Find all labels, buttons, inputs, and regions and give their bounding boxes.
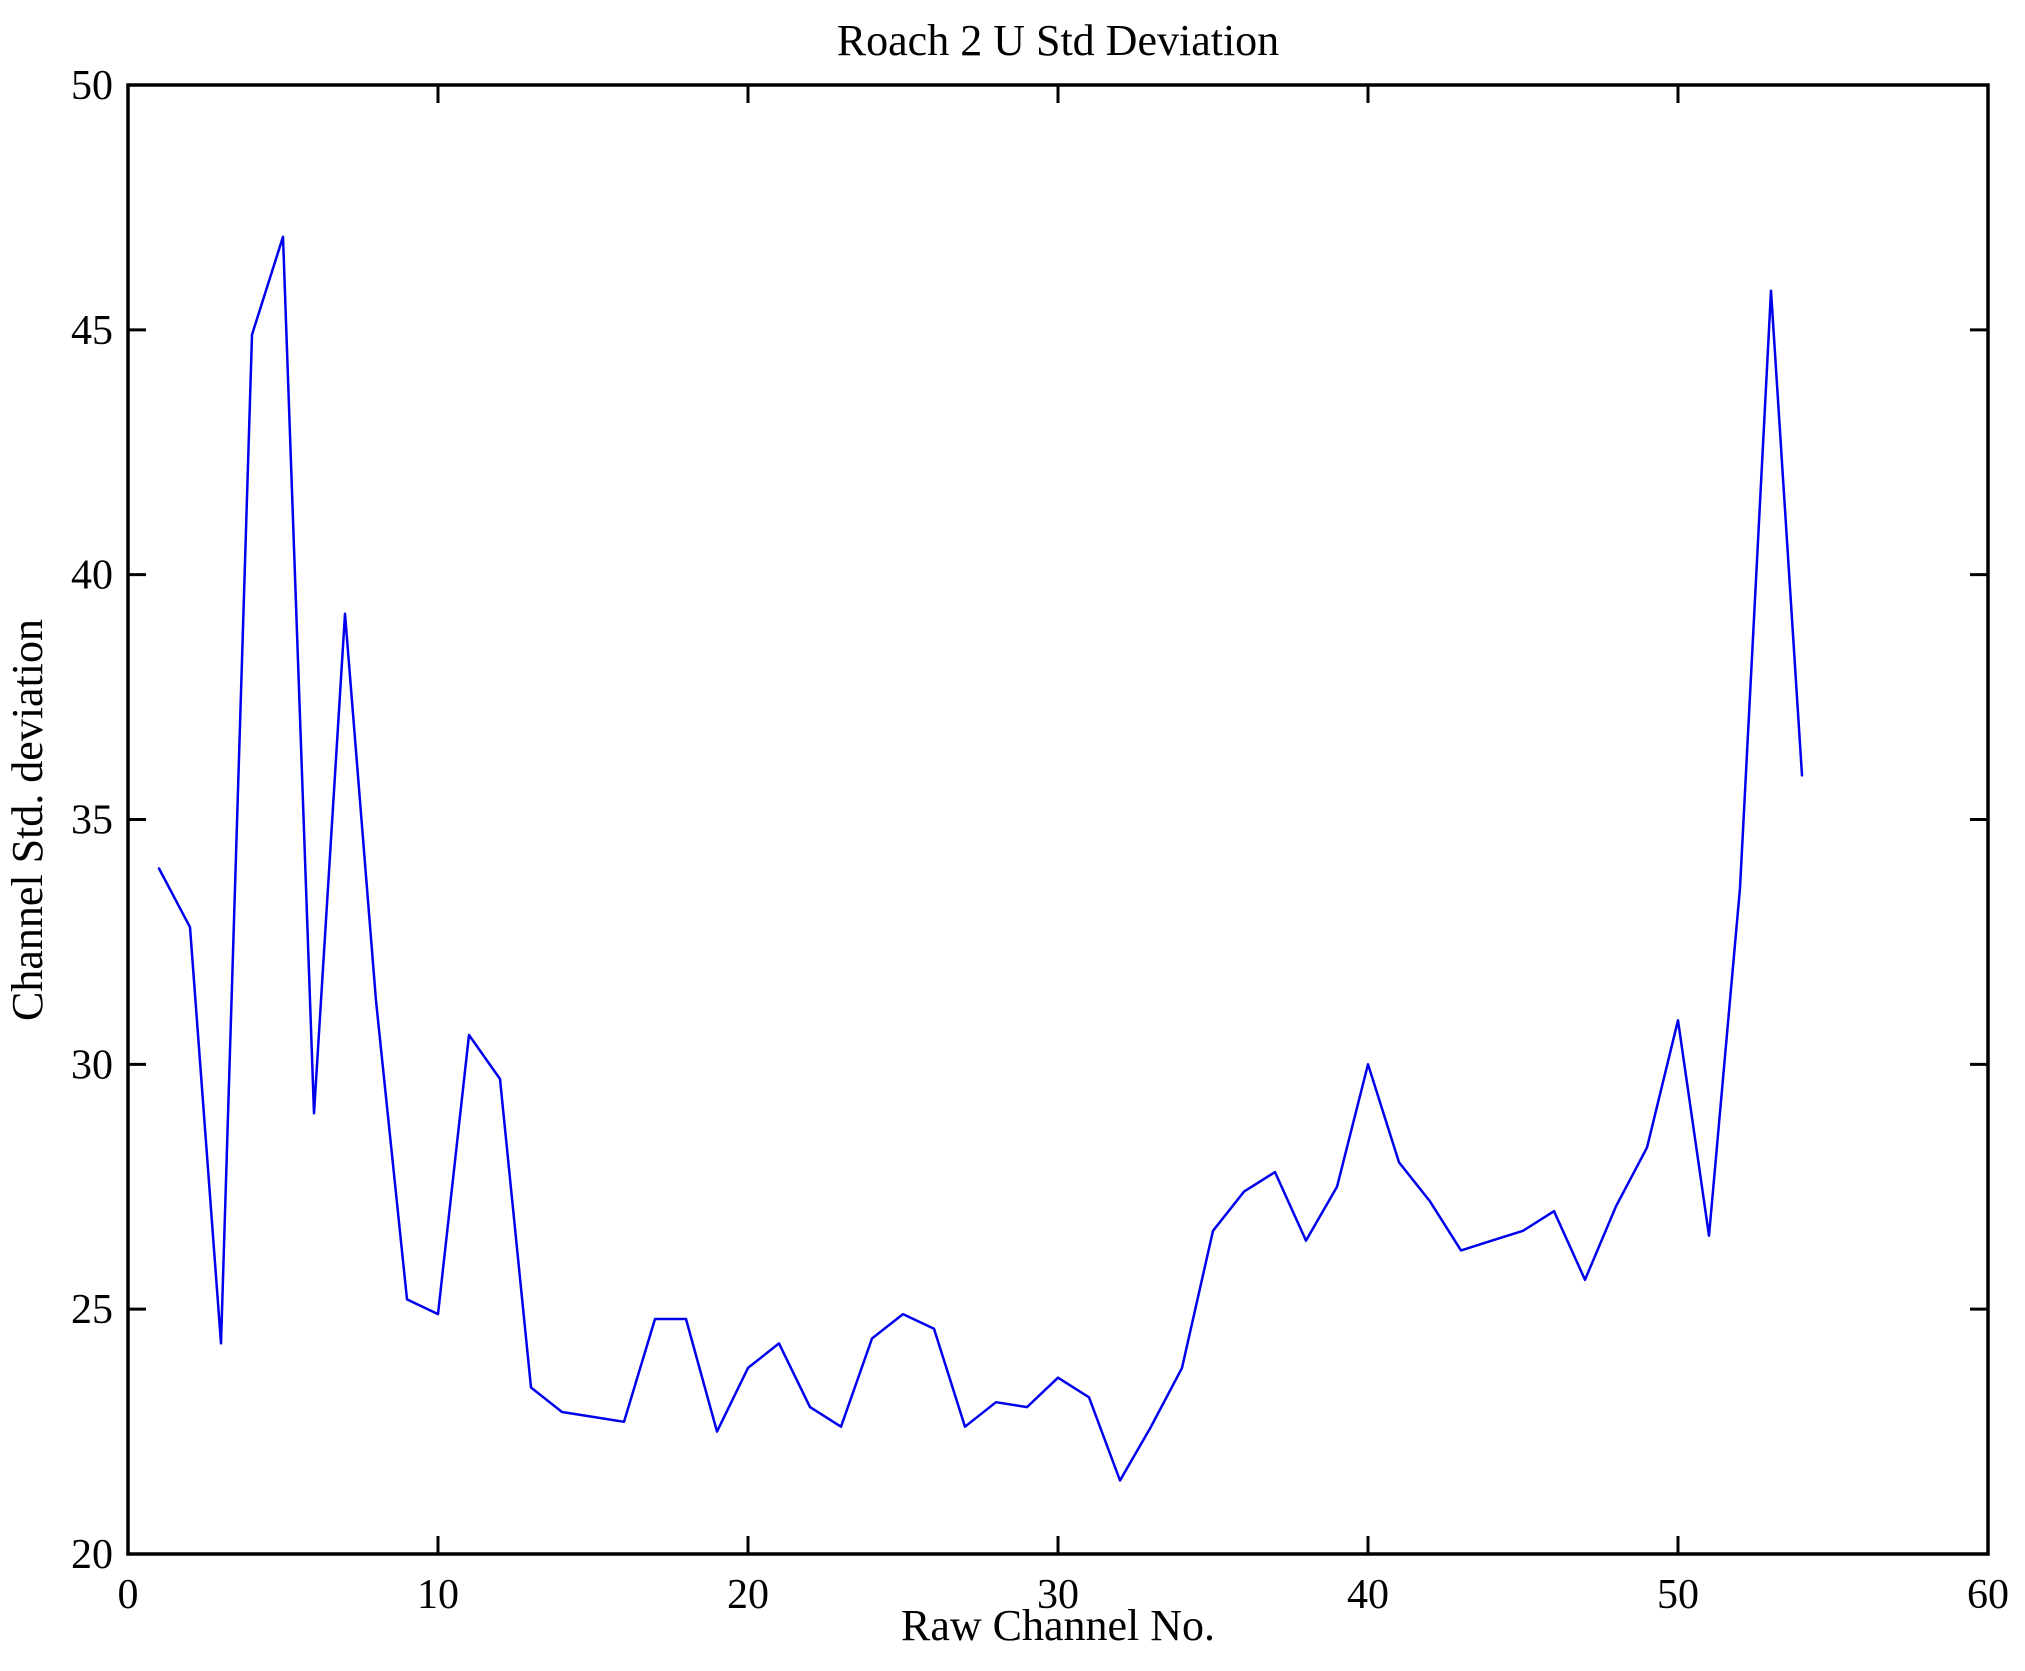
y-tick-label: 20 (71, 1532, 113, 1578)
y-axis-tick-labels: 20 25 30 35 40 45 50 (71, 63, 113, 1578)
y-axis-label: Channel Std. deviation (3, 619, 52, 1021)
x-axis-ticks (126, 85, 1990, 1554)
x-tick-label: 50 (1657, 1572, 1699, 1618)
x-tick-label: 60 (1967, 1572, 2009, 1618)
y-tick-label: 25 (71, 1287, 113, 1333)
y-tick-label: 50 (71, 63, 113, 109)
y-tick-label: 40 (71, 553, 113, 599)
chart-title: Roach 2 U Std Deviation (837, 16, 1279, 65)
x-tick-label: 0 (118, 1572, 139, 1618)
y-tick-label: 30 (71, 1042, 113, 1088)
data-line-series (157, 235, 1804, 1482)
x-tick-label: 20 (727, 1572, 769, 1618)
y-tick-label: 45 (71, 308, 113, 354)
x-axis-tick-labels: 0 10 20 30 40 50 60 (118, 1572, 2010, 1618)
y-tick-label: 35 (71, 798, 113, 844)
x-tick-label: 30 (1037, 1572, 1079, 1618)
y-axis-ticks (128, 83, 1988, 1556)
plot-border (126, 83, 1990, 1556)
x-tick-label: 10 (417, 1572, 459, 1618)
x-tick-label: 40 (1347, 1572, 1389, 1618)
x-axis-label: Raw Channel No. (901, 1601, 1215, 1650)
